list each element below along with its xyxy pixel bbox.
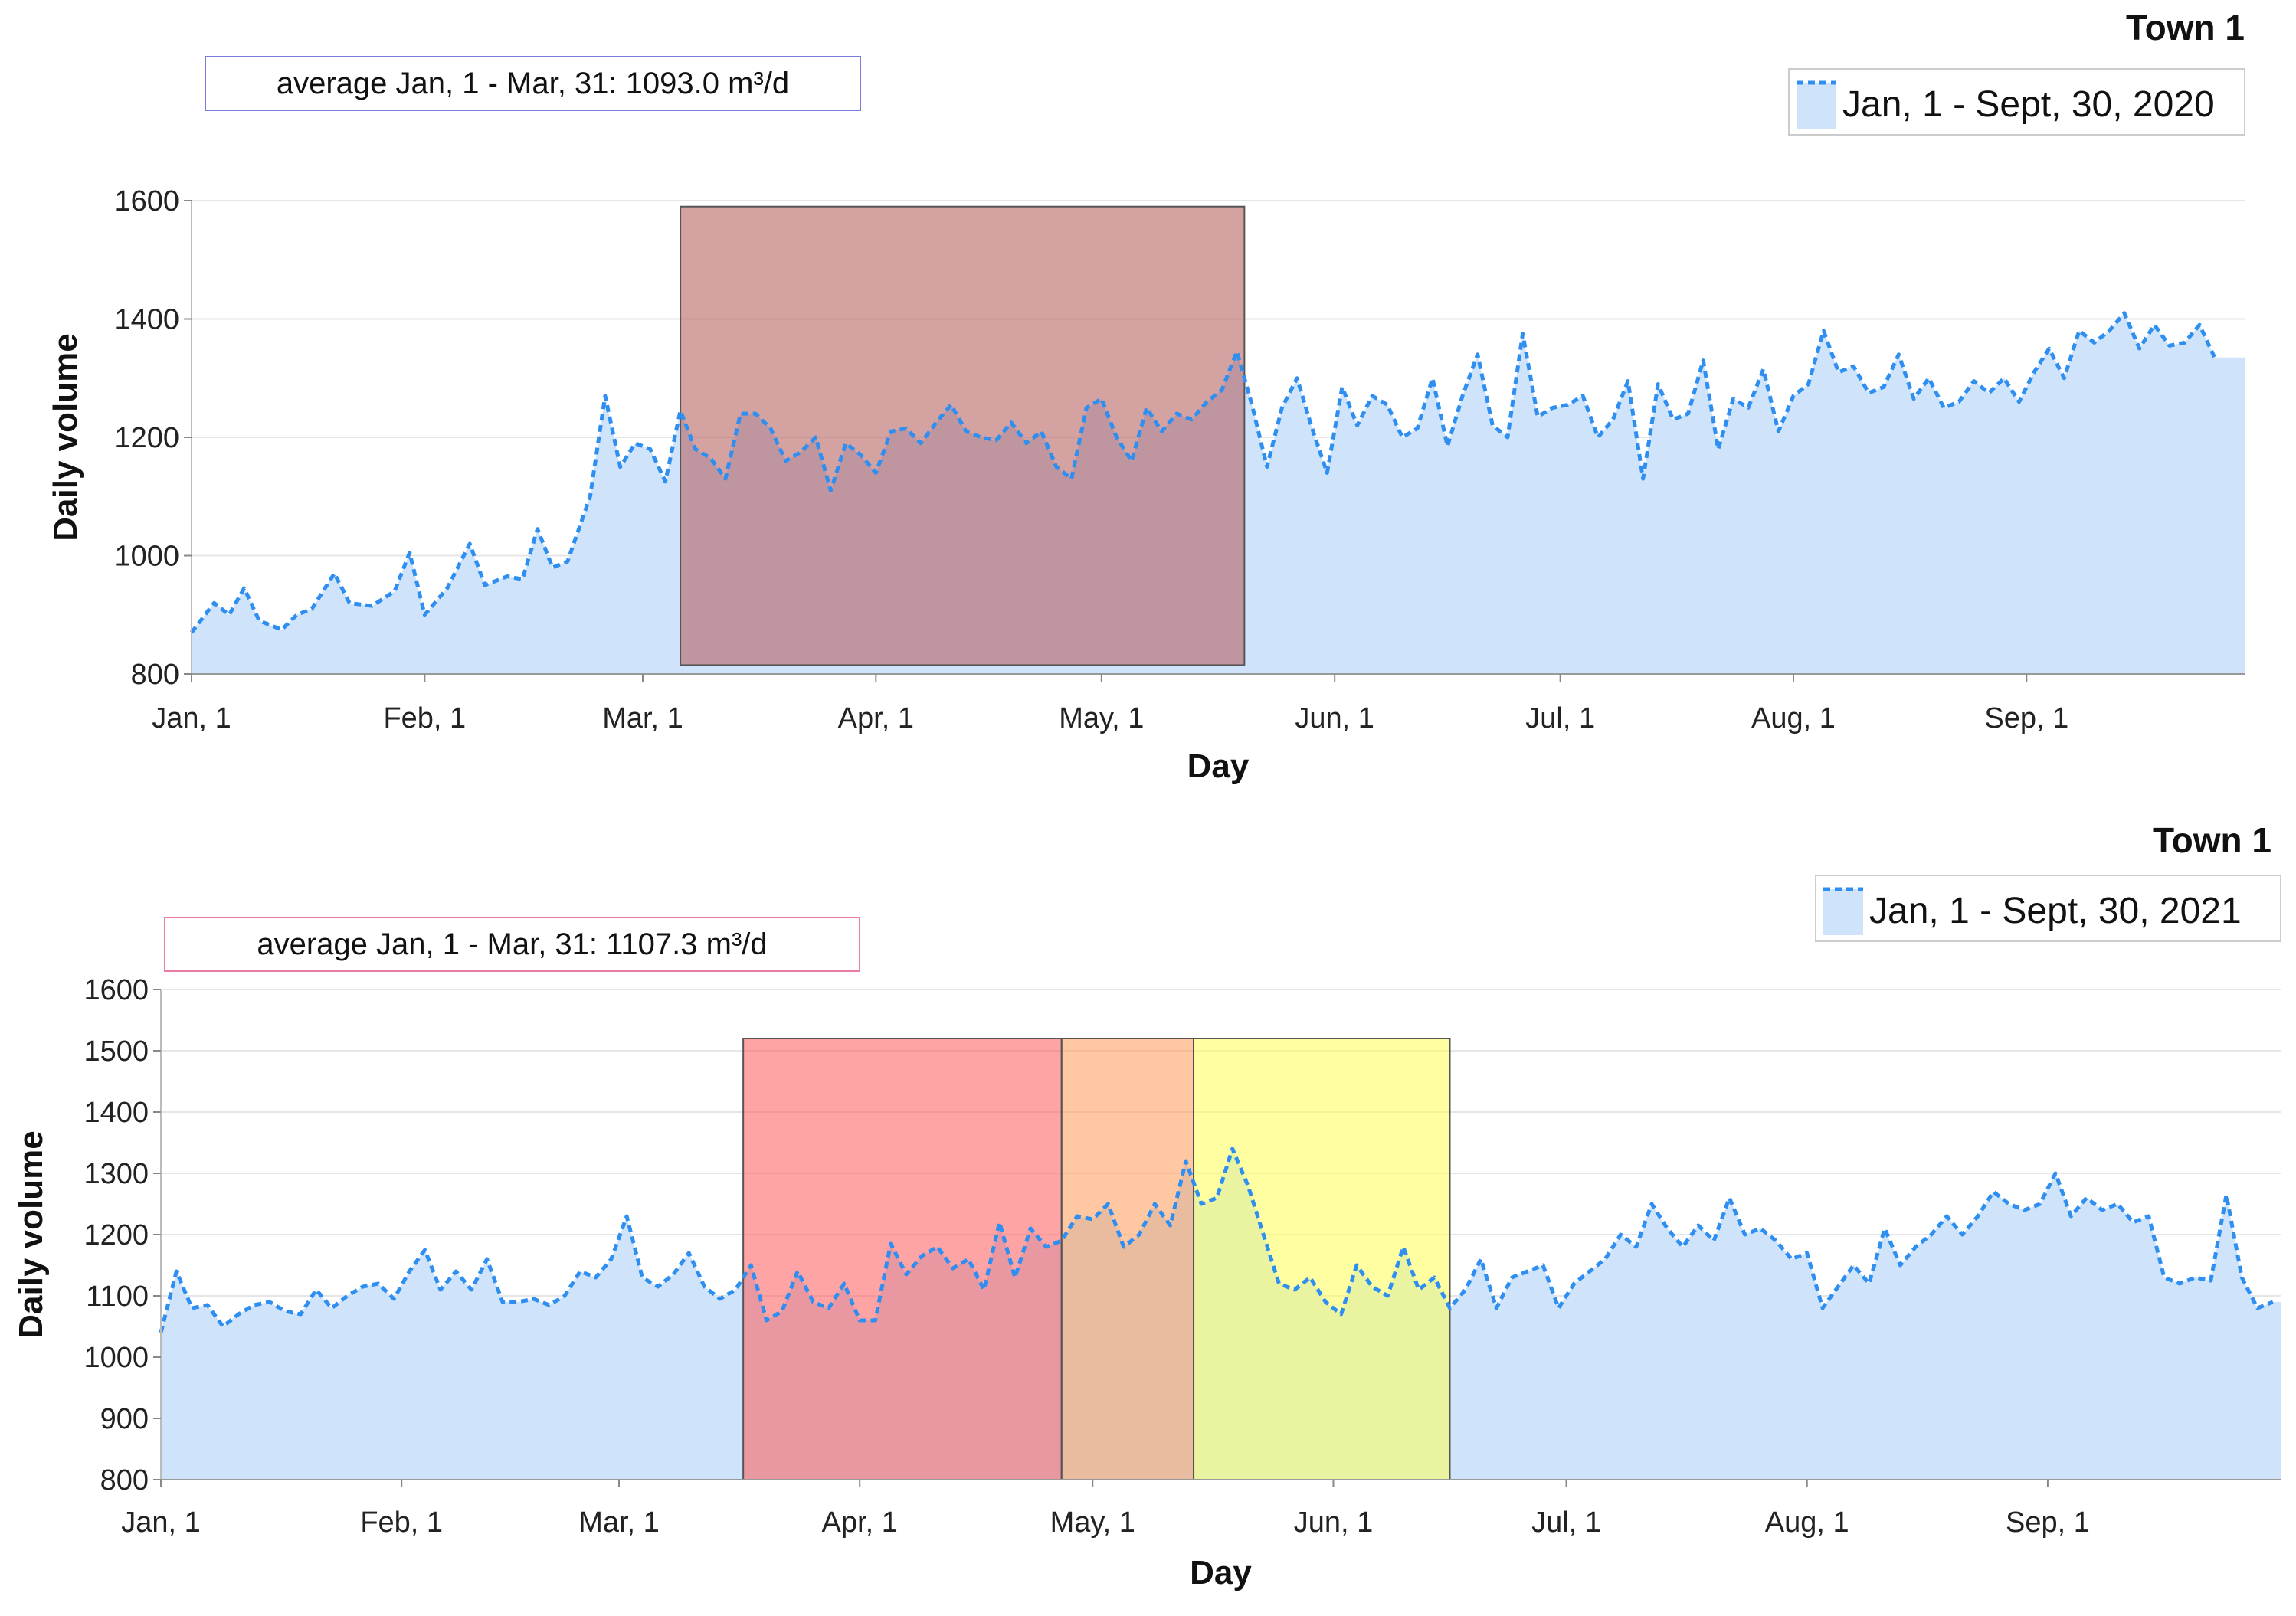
y-tick-label: 800 (131, 659, 179, 691)
y-tick-label: 1400 (84, 1097, 149, 1129)
y-axis-title: Daily volume (12, 1130, 50, 1338)
annotation-text: average Jan, 1 - Mar, 31: 1093.0 m³/d (277, 67, 789, 100)
average-annotation: average Jan, 1 - Mar, 31: 1107.3 m³/d (164, 917, 860, 972)
x-tick-label: Sep, 1 (1984, 702, 2068, 734)
y-tick-label: 1200 (84, 1219, 149, 1251)
annotation-frame (205, 56, 861, 111)
x-axis-title: Day (1190, 1554, 1252, 1591)
shaded-region (680, 205, 1246, 666)
x-tick-label: Aug, 1 (1751, 702, 1836, 734)
x-axis-title: Day (1187, 747, 1250, 785)
legend-label: Jan, 1 - Sept, 30, 2020 (1842, 84, 2215, 125)
series-line (159, 1147, 2274, 1333)
x-tick-label: Sep, 1 (2006, 1506, 2090, 1539)
chart-title: Town 1 (2126, 8, 2245, 47)
x-tick-label: Jun, 1 (1294, 1506, 1374, 1539)
legend-swatch-fill (1823, 889, 1863, 935)
y-tick-label: 900 (100, 1403, 149, 1435)
x-tick-label: May, 1 (1050, 1506, 1135, 1539)
y-tick-label: 1300 (84, 1158, 149, 1190)
legend-frame (1815, 875, 2281, 942)
shaded-region (1060, 1038, 1195, 1480)
y-tick-label: 1200 (114, 422, 179, 454)
legend-swatch-fill (1797, 83, 1836, 129)
y-tick-label: 1100 (86, 1281, 149, 1313)
x-tick-label: Aug, 1 (1765, 1506, 1849, 1539)
legend-frame (1788, 68, 2245, 136)
x-tick-label: Jul, 1 (1525, 702, 1595, 734)
x-tick-label: Feb, 1 (360, 1506, 443, 1539)
average-annotation: average Jan, 1 - Mar, 31: 1093.0 m³/d (205, 56, 861, 111)
y-tick-label: 1600 (84, 974, 149, 1006)
y-tick-label: 1500 (84, 1035, 149, 1068)
x-tick-label: Mar, 1 (578, 1506, 660, 1539)
x-tick-label: May, 1 (1059, 702, 1144, 734)
chart-panel-2: 800 900 1000 1100 1200 1300 1400 1500 1600 Jan, 1… (12, 820, 2281, 1591)
y-tick-label: 1000 (84, 1342, 149, 1374)
shaded-region (1193, 1038, 1451, 1480)
x-tick-label: Apr, 1 (822, 1506, 898, 1539)
y-tick-label: 1000 (114, 541, 179, 573)
legend: Jan, 1 - Sept, 30, 2021 (1815, 875, 2281, 942)
x-tick-label: Jan, 1 (152, 702, 231, 734)
x-tick-label: Jan, 1 (121, 1506, 201, 1539)
annotation-text: average Jan, 1 - Mar, 31: 1107.3 m³/d (257, 927, 767, 961)
legend: Jan, 1 - Sept, 30, 2020 (1788, 68, 2245, 136)
legend-label: Jan, 1 - Sept, 30, 2021 (1869, 891, 2242, 931)
x-tick-label: Jun, 1 (1295, 702, 1374, 734)
x-tick-label: Jul, 1 (1531, 1506, 1601, 1539)
chart-panel-1: 800 1000 1200 1400 1600 Jan, 1 Feb, 1 Mar, 1 Apr… (47, 8, 2245, 785)
series-line (190, 311, 2216, 634)
y-tick-label: 1600 (114, 185, 179, 218)
x-tick-label: Feb, 1 (383, 702, 466, 734)
y-axis-title: Daily volume (47, 333, 84, 541)
shaded-region (742, 1038, 1063, 1480)
x-tick-label: Apr, 1 (838, 702, 914, 734)
y-tick-label: 800 (100, 1464, 149, 1497)
annotation-frame (164, 917, 860, 972)
x-tick-label: Mar, 1 (602, 702, 683, 734)
chart-title: Town 1 (2153, 820, 2271, 860)
y-tick-label: 1400 (114, 304, 179, 336)
